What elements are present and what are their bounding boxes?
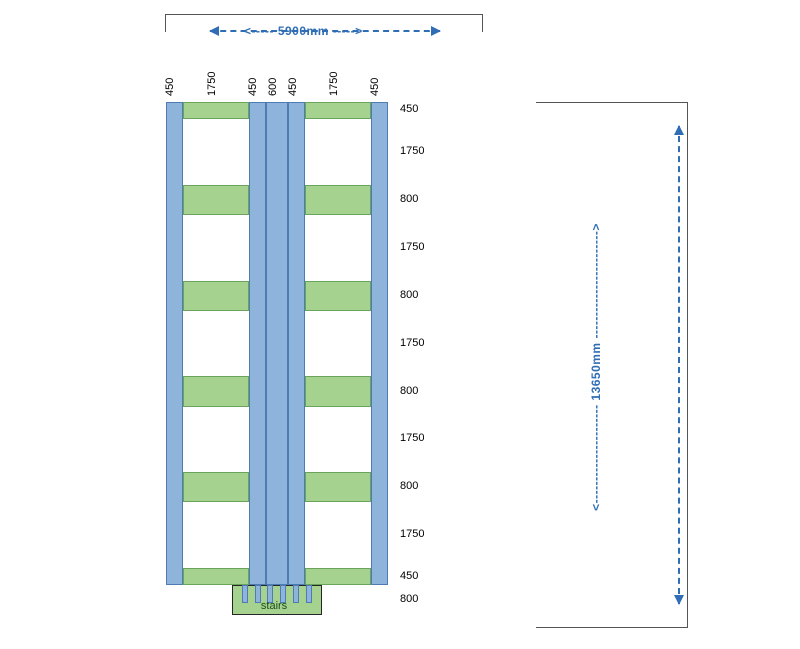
width-dimension-label: <----- 5900mm -----> [244, 24, 363, 38]
horizontal-beam [183, 472, 249, 502]
col-label: 1750 [206, 80, 226, 96]
vertical-post [288, 102, 305, 585]
col-label: 450 [164, 80, 184, 96]
col-label: 450 [369, 80, 389, 96]
stair-post [306, 585, 312, 603]
row-label: 800 [400, 289, 418, 301]
vertical-post [266, 102, 289, 585]
col-label: 1750 [328, 80, 348, 96]
horizontal-beam [305, 568, 371, 585]
stair-post [242, 585, 248, 603]
horizontal-beam [183, 568, 249, 585]
height-dimension-label: <---------------------- 13650mm --------… [589, 207, 603, 527]
col-label: 450 [247, 80, 267, 96]
horizontal-beam [305, 102, 371, 119]
row-label: 1750 [400, 145, 424, 157]
row-label: 800 [400, 385, 418, 397]
right-dimension-bracket [536, 102, 688, 628]
row-label: 450 [400, 103, 418, 115]
horizontal-beam [305, 185, 371, 215]
row-label: 1750 [400, 241, 424, 253]
row-label: 450 [400, 570, 418, 582]
stair-post [255, 585, 261, 603]
col-label: 450 [287, 80, 307, 96]
stair-post [293, 585, 299, 603]
row-label: 1750 [400, 432, 424, 444]
diagram-stage: <----- 5900mm -----> <-------------------… [0, 0, 800, 649]
vertical-post [249, 102, 266, 585]
row-label: 1750 [400, 528, 424, 540]
row-label: 800 [400, 593, 418, 605]
col-label: 600 [267, 80, 287, 96]
horizontal-beam [305, 376, 371, 406]
vertical-post [371, 102, 388, 585]
horizontal-beam [305, 472, 371, 502]
row-label: 800 [400, 193, 418, 205]
horizontal-beam [183, 376, 249, 406]
horizontal-beam [183, 102, 249, 119]
row-label: 1750 [400, 337, 424, 349]
vertical-post [166, 102, 183, 585]
stairs-label: stairs [261, 600, 287, 612]
horizontal-beam [183, 185, 249, 215]
row-label: 800 [400, 480, 418, 492]
horizontal-beam [183, 281, 249, 311]
horizontal-beam [305, 281, 371, 311]
